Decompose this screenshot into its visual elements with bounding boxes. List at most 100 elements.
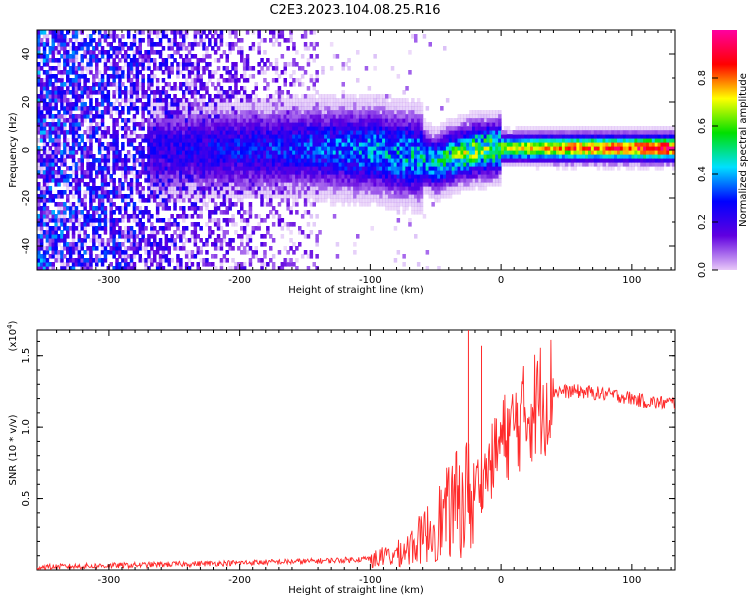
spectrogram-cell (248, 94, 253, 99)
spectrogram-cell (124, 86, 128, 91)
spectrogram-cell (338, 178, 343, 183)
spectrogram-cell (129, 178, 134, 183)
spectrogram-cell (182, 242, 186, 247)
spectrogram-cell (37, 174, 41, 179)
spectrogram-cell (45, 170, 50, 175)
spectrogram-cell (83, 214, 87, 219)
spectrogram-cell (68, 258, 73, 263)
spectrogram-cell (211, 178, 215, 183)
spectrogram-cell (63, 90, 67, 95)
spectrogram-cell (103, 158, 108, 163)
spectrogram-cell (411, 106, 415, 111)
spectrogram-cell (39, 146, 44, 151)
spectrogram-cell (57, 38, 61, 43)
spectrogram-cell (126, 246, 131, 251)
spectrogram-cell (411, 190, 415, 195)
spectrogram-cell (86, 130, 90, 135)
spectrogram-cell (118, 266, 122, 270)
spectrogram-cell (100, 178, 105, 183)
spectrogram-cell (54, 50, 58, 55)
spectrogram-cell (289, 102, 293, 107)
spectrogram-cell (300, 130, 305, 135)
spectrogram-cell (283, 138, 287, 143)
spectrogram-cell (124, 122, 128, 127)
spectrogram-cell (167, 238, 171, 243)
spectrogram-cell (202, 158, 206, 163)
spectrogram-cell (196, 42, 200, 47)
spectrogram-cell (367, 118, 372, 123)
spectrogram-cell (161, 126, 166, 131)
spectrogram-cell (74, 94, 79, 99)
spectrogram-cell (240, 162, 244, 167)
spectrogram-cell (184, 86, 189, 91)
spectrogram-cell (161, 198, 166, 203)
spectrogram-cell (196, 142, 200, 147)
spectrogram-cell (126, 154, 131, 159)
spectrogram-cell (83, 106, 87, 111)
spectrogram-cell (184, 170, 189, 175)
spectrogram-cell (219, 130, 224, 135)
spectrogram-cell (97, 70, 102, 75)
spectrogram-cell (393, 166, 398, 171)
spectrogram-cell (315, 178, 319, 183)
spectrogram-cell (118, 90, 122, 95)
spectrogram-cell (416, 262, 421, 267)
spectrogram-cell (170, 86, 174, 91)
spectrogram-cell (193, 34, 198, 39)
spectrogram-cell (112, 234, 116, 239)
spectrogram-cell (74, 78, 79, 83)
spectrogram-cell (344, 102, 348, 107)
spectrogram-cell (54, 258, 58, 263)
spectrogram-cell (327, 98, 331, 103)
spectrogram-cell (158, 246, 163, 251)
spectrogram-cell (68, 226, 73, 231)
spectrogram-cell (216, 154, 221, 159)
spectrogram-cell (109, 42, 113, 47)
spectrogram-cell (373, 118, 377, 123)
spectrogram-cell (170, 70, 174, 75)
spectrogram-cell (199, 210, 203, 215)
spectrogram-cell (60, 46, 64, 51)
spectrogram-cell (42, 190, 47, 195)
spectrogram-cell (155, 122, 160, 127)
spectrogram-cell (234, 118, 238, 123)
spectrogram-cell (51, 262, 55, 267)
spectrogram-cell (231, 94, 235, 99)
spectrogram-cell (382, 190, 386, 195)
spectrogram-cell (48, 170, 53, 175)
spectrogram-cell (199, 194, 203, 199)
spectrogram-cell (170, 198, 174, 203)
spectrogram-cell (408, 126, 412, 131)
spectrogram-cell (54, 122, 58, 127)
spectrogram-cell (222, 198, 227, 203)
spectrogram-cell (269, 122, 273, 127)
spectrogram-cell (306, 106, 311, 111)
spectrogram-cell (298, 154, 302, 159)
spectrogram-cell (260, 162, 264, 167)
spectrogram-cell (298, 150, 302, 155)
spectrogram-cell (208, 38, 212, 43)
spectrogram-cell (68, 182, 73, 187)
spectrogram-cell (37, 182, 41, 187)
spectrogram-cell (66, 206, 70, 211)
spectrogram-cell (271, 178, 276, 183)
spectrogram-cell (298, 242, 302, 247)
spectrogram-cell (242, 58, 247, 63)
spectrogram-cell (338, 166, 343, 171)
spectrogram-cell (211, 230, 215, 235)
spectrogram-cell (237, 170, 241, 175)
spectrogram-cell (202, 198, 206, 203)
spectrogram-cell (92, 126, 96, 131)
spectrogram-cell (179, 178, 183, 183)
spectrogram-cell (112, 78, 116, 83)
spectrogram-cell (332, 174, 337, 179)
spectrogram-cell (51, 250, 55, 255)
spectrogram-cell (144, 106, 148, 111)
spectrogram-cell (295, 158, 299, 163)
spectrogram-cell (350, 190, 354, 195)
spectrogram-cell (199, 66, 203, 71)
spectrogram-cell (153, 250, 157, 255)
spectrogram-cell (161, 58, 166, 63)
spectrogram-cell (228, 118, 232, 123)
spectrogram-cell (86, 138, 90, 143)
